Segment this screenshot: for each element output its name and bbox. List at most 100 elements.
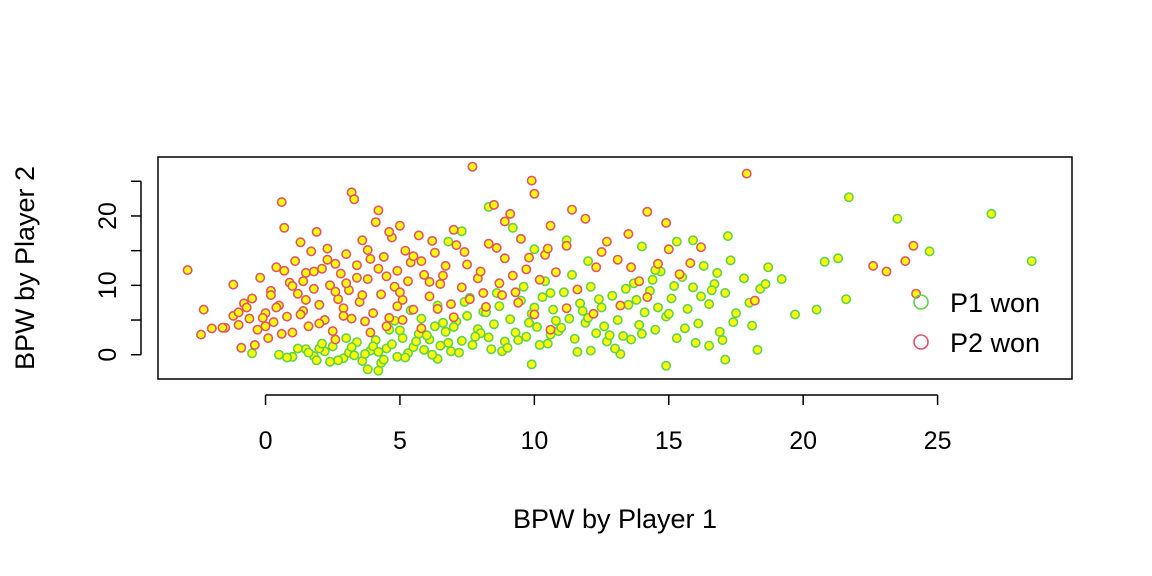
point-p2-won — [881, 266, 892, 277]
point-p1-won — [462, 310, 473, 321]
point-p1-won — [456, 226, 467, 237]
point-p2-won — [373, 263, 384, 274]
y-tick-label: 0 — [94, 348, 122, 362]
point-p2-won — [507, 270, 518, 281]
point-p1-won — [437, 317, 448, 328]
point-p1-won — [647, 274, 658, 285]
point-p2-won — [228, 279, 239, 290]
point-p2-won — [510, 287, 521, 298]
point-p1-won — [548, 304, 559, 315]
point-p2-won — [437, 270, 448, 281]
point-p2-won — [373, 205, 384, 216]
series-p2-won — [182, 161, 922, 353]
point-p2-won — [314, 318, 325, 329]
point-p1-won — [454, 347, 465, 358]
point-p2-won — [445, 299, 456, 310]
point-p2-won — [384, 312, 395, 323]
point-p2-won — [236, 342, 247, 353]
point-p1-won — [591, 328, 602, 339]
point-p1-won — [631, 294, 642, 305]
point-p2-won — [440, 260, 451, 271]
point-p2-won — [499, 216, 510, 227]
point-p2-won — [351, 260, 362, 271]
point-p2-won — [341, 249, 352, 260]
legend-label-p2-won: P2 won — [950, 328, 1040, 358]
point-p2-won — [491, 242, 502, 253]
point-p2-won — [265, 290, 276, 301]
point-p1-won — [507, 222, 518, 233]
point-p2-won — [521, 264, 532, 275]
point-p1-won — [292, 343, 303, 354]
point-p2-won — [300, 267, 311, 278]
point-p2-won — [601, 236, 612, 247]
points-layer — [182, 161, 1037, 376]
point-p2-won — [182, 265, 193, 276]
point-p1-won — [411, 336, 422, 347]
point-p2-won — [281, 311, 292, 322]
point-p1-won — [892, 213, 903, 224]
point-p2-won — [298, 276, 309, 287]
point-p1-won — [427, 349, 438, 360]
point-p1-won — [440, 326, 451, 337]
point-p1-won — [324, 356, 335, 367]
point-p2-won — [279, 222, 290, 233]
point-p2-won — [322, 254, 333, 265]
point-p2-won — [529, 309, 540, 320]
point-p1-won — [445, 346, 456, 357]
point-p1-won — [349, 350, 360, 361]
point-p1-won — [639, 307, 650, 318]
point-p2-won — [661, 217, 672, 228]
point-p2-won — [588, 308, 599, 319]
point-p2-won — [408, 304, 419, 315]
point-p1-won — [373, 365, 384, 376]
point-p2-won — [483, 238, 494, 249]
point-p1-won — [494, 301, 505, 312]
point-p2-won — [351, 272, 362, 283]
point-p1-won — [730, 308, 741, 319]
point-p2-won — [308, 283, 319, 294]
point-p2-won — [341, 278, 352, 289]
point-p1-won — [534, 339, 545, 350]
point-p2-won — [362, 274, 373, 285]
point-p2-won — [499, 253, 510, 264]
point-p2-won — [381, 321, 392, 332]
point-p1-won — [346, 342, 357, 353]
point-p1-won — [663, 308, 674, 319]
point-p1-won — [636, 328, 647, 339]
point-p2-won — [392, 301, 403, 312]
point-p2-won — [292, 288, 303, 299]
point-p1-won — [612, 314, 623, 325]
point-p2-won — [464, 294, 475, 305]
point-p2-won — [526, 175, 537, 186]
point-p2-won — [260, 321, 271, 332]
point-p2-won — [494, 278, 505, 289]
point-p2-won — [432, 303, 443, 314]
point-p2-won — [324, 280, 335, 291]
point-p2-won — [566, 204, 577, 215]
point-p1-won — [537, 292, 548, 303]
point-p2-won — [255, 272, 266, 283]
legend: P1 won P2 won — [913, 288, 1040, 358]
legend-marker-p2-won — [913, 334, 929, 350]
point-p1-won — [421, 330, 432, 341]
point-p1-won — [316, 338, 327, 349]
point-p2-won — [478, 287, 489, 298]
point-p2-won — [338, 310, 349, 321]
point-p1-won — [443, 236, 454, 247]
point-p1-won — [706, 285, 717, 296]
point-p1-won — [752, 344, 763, 355]
point-p2-won — [308, 266, 319, 277]
point-p2-won — [408, 251, 419, 262]
point-p2-won — [652, 258, 663, 269]
point-p2-won — [456, 282, 467, 293]
point-p2-won — [394, 287, 405, 298]
point-p2-won — [424, 276, 435, 287]
point-p2-won — [384, 226, 395, 237]
point-p1-won — [470, 331, 481, 342]
point-p2-won — [330, 286, 341, 297]
point-p2-won — [400, 245, 411, 256]
point-p1-won — [599, 321, 610, 332]
point-p1-won — [542, 338, 553, 349]
point-p1-won — [247, 348, 258, 359]
point-p2-won — [868, 260, 879, 271]
